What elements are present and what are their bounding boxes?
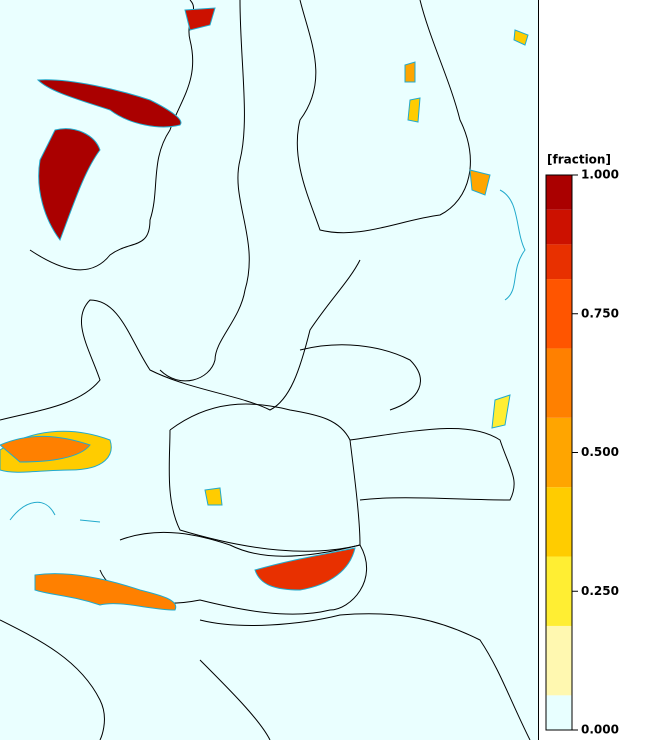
colorbar-band (546, 556, 572, 626)
colorbar-band (546, 487, 572, 557)
field-edge (9, 501, 101, 523)
colorbar-tick-label: 0.000 (581, 723, 619, 737)
field (36, 79, 182, 128)
field (491, 394, 511, 429)
colorbar-band (546, 695, 572, 730)
coastline (296, 0, 471, 234)
colorbar-band (546, 175, 572, 210)
map-background (0, 0, 538, 740)
border (199, 659, 271, 740)
colorbar-band (546, 625, 572, 696)
colorbar-band (546, 244, 572, 280)
border (199, 613, 531, 740)
field (254, 547, 356, 591)
colorbar-tick-label: 0.750 (581, 306, 619, 320)
coastline (29, 0, 195, 271)
colorbar-band (546, 279, 572, 349)
colorbar-band (546, 417, 572, 488)
field-edge (499, 189, 526, 301)
coastline (159, 0, 250, 382)
coastline (0, 259, 361, 421)
field (38, 128, 101, 242)
field (184, 7, 216, 31)
field (204, 487, 223, 506)
map (0, 0, 539, 740)
colorbar-label: [fraction] (547, 153, 611, 167)
field (34, 573, 177, 611)
border (0, 619, 105, 740)
field (404, 61, 416, 83)
border (168, 403, 361, 552)
field (407, 97, 421, 123)
colorbar-tick-label: 0.250 (581, 584, 619, 598)
field (513, 29, 529, 46)
colorbar-band (546, 348, 572, 418)
colorbar-tick-label: 0.500 (581, 445, 619, 459)
colorbar: [fraction] 0.000 0.250 0.500 0.750 1.000 (545, 153, 619, 737)
border (349, 428, 515, 501)
field (469, 169, 491, 196)
border (299, 344, 421, 411)
colorbar-tick-label: 1.000 (581, 168, 619, 182)
colorbar-band (546, 209, 572, 245)
field (0, 435, 91, 463)
border (99, 531, 367, 615)
